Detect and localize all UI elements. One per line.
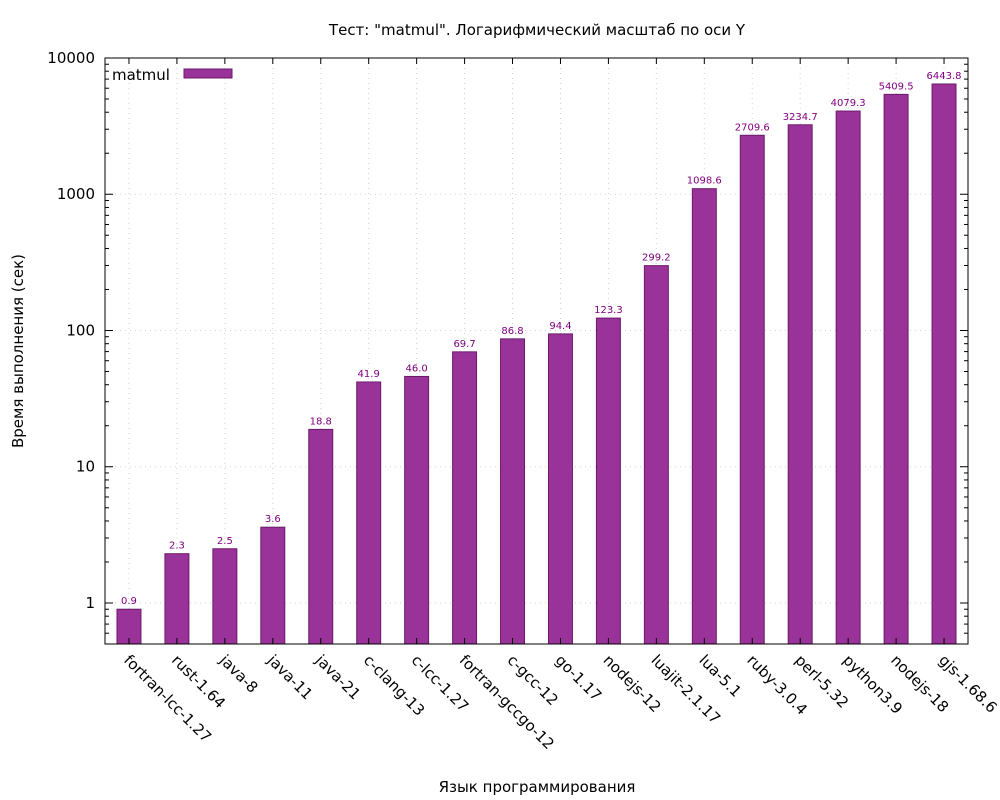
bar bbox=[739, 134, 765, 645]
bar bbox=[883, 93, 909, 645]
bar bbox=[787, 124, 813, 645]
bar-value-label: 5409.5 bbox=[879, 81, 914, 92]
bar bbox=[691, 188, 717, 645]
bar bbox=[164, 553, 190, 645]
bar-value-label: 2.5 bbox=[217, 536, 233, 547]
bar bbox=[356, 381, 382, 645]
bar bbox=[500, 338, 526, 645]
y-tick-label: 10 bbox=[76, 458, 95, 476]
y-tick-label: 10000 bbox=[47, 49, 95, 67]
x-tick-label: java-11 bbox=[263, 650, 316, 703]
legend-label: matmul bbox=[112, 66, 170, 84]
bar-value-label: 94.4 bbox=[549, 321, 571, 332]
y-axis-ticks: 1 10 100 1000 10000 bbox=[47, 49, 968, 645]
bar bbox=[835, 110, 861, 645]
bar bbox=[595, 317, 621, 645]
y-tick-label: 100 bbox=[66, 321, 95, 339]
bar-value-label: 4079.3 bbox=[831, 98, 866, 109]
bar-value-label: 18.8 bbox=[310, 416, 332, 427]
legend: matmul bbox=[112, 66, 233, 84]
bar bbox=[643, 265, 669, 645]
bar-value-label: 1098.6 bbox=[687, 176, 722, 187]
bar-value-label: 69.7 bbox=[453, 339, 475, 350]
y-tick-label: 1 bbox=[85, 594, 95, 612]
chart-title: Тест: "matmul". Логарифмический масштаб … bbox=[328, 21, 746, 39]
bar bbox=[931, 83, 957, 645]
x-tick-label: java-21 bbox=[311, 650, 364, 703]
bar bbox=[404, 375, 430, 645]
bar-value-label: 299.2 bbox=[642, 253, 671, 264]
bar-value-label: 41.9 bbox=[358, 369, 380, 380]
bar-value-label: 2.3 bbox=[169, 541, 185, 552]
bar-value-label: 46.0 bbox=[406, 363, 428, 374]
y-tick-label: 1000 bbox=[57, 185, 95, 203]
x-tick-label: java-8 bbox=[215, 650, 261, 696]
bar-value-label: 0.9 bbox=[121, 596, 137, 607]
x-axis-label: Язык программирования bbox=[439, 778, 636, 796]
y-axis-label: Время выполнения (сек) bbox=[9, 254, 27, 448]
bar-value-label: 3234.7 bbox=[783, 112, 818, 123]
bar-value-label: 2709.6 bbox=[735, 122, 770, 133]
bar-value-label: 86.8 bbox=[501, 326, 523, 337]
bar-value-label: 123.3 bbox=[594, 305, 623, 316]
bar-value-label: 6443.8 bbox=[927, 71, 962, 82]
bar-value-label: 3.6 bbox=[265, 514, 281, 525]
bar bbox=[452, 351, 478, 645]
bar bbox=[547, 333, 573, 645]
bar bbox=[212, 548, 238, 645]
bar bbox=[260, 526, 286, 645]
x-tick-label: fortran-lcc-1.27 bbox=[120, 651, 215, 746]
legend-swatch bbox=[183, 68, 233, 79]
bars: 0.9 2.3 2.5 3.6 18.8 41.9 46.0 69.7 86.8 94.4 123.… bbox=[116, 71, 962, 645]
bar bbox=[308, 428, 334, 645]
plot-area-border bbox=[104, 57, 969, 645]
